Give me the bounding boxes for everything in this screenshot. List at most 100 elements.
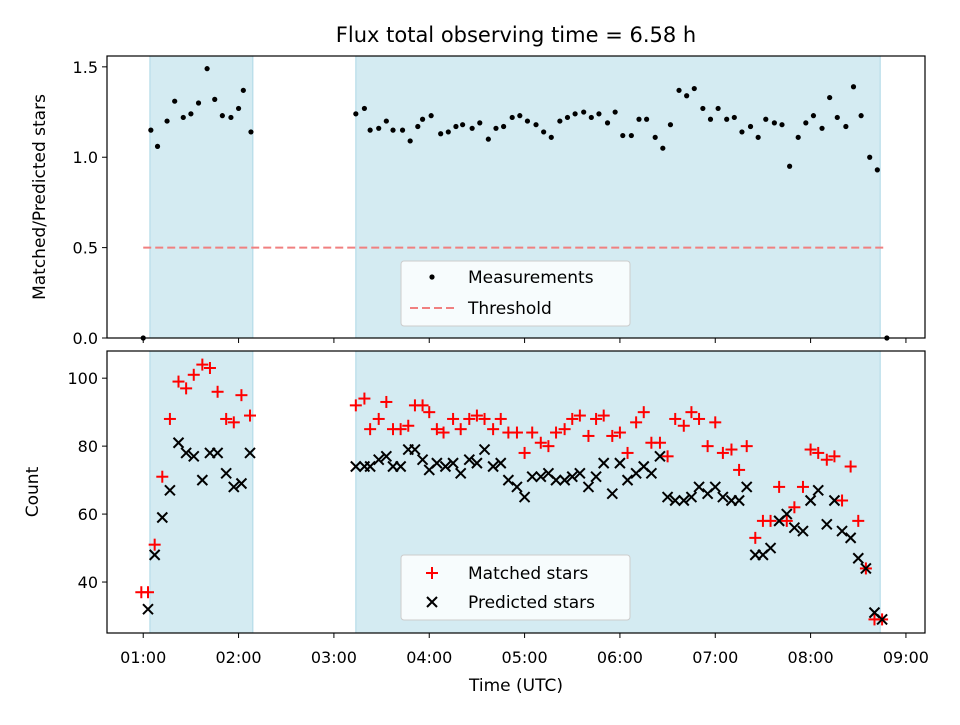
x-b	[685, 491, 698, 503]
measurement-point	[684, 93, 690, 99]
matched-star-point	[740, 440, 753, 453]
matched-star-point	[788, 501, 801, 514]
measurement-point	[428, 113, 434, 119]
measurement-point	[445, 129, 451, 135]
measurement-point	[604, 120, 611, 126]
legend-predicted-label: Predicted stars	[468, 593, 595, 613]
top-legend-box	[400, 260, 631, 327]
predicted-star-point	[180, 447, 192, 459]
measurement-point	[195, 100, 202, 106]
x-b	[741, 481, 753, 493]
matched-star-point	[836, 494, 849, 507]
predicted-star-point	[654, 450, 666, 463]
x-b	[394, 460, 407, 473]
matched-star-point	[220, 412, 233, 425]
x-b	[535, 471, 547, 483]
matched-star-point	[227, 416, 240, 429]
matched-star-point	[804, 443, 817, 456]
matched-star-point	[494, 412, 507, 425]
top-y-tick-label: 1.0	[73, 148, 98, 167]
measurement-point	[212, 96, 218, 102]
matched-star-point	[163, 412, 176, 425]
x-b	[364, 460, 376, 473]
x-b	[471, 457, 483, 469]
matched-star-point	[621, 446, 634, 459]
predicted-star-point	[164, 484, 176, 497]
bottom-y-tick-label: 80	[78, 437, 98, 456]
top-legend: Measurements Threshold	[400, 260, 631, 327]
x-b	[439, 460, 452, 473]
legend-matched-marker	[426, 567, 438, 579]
matched-star-point	[430, 423, 443, 436]
predicted-star-point	[142, 603, 154, 615]
measurement-point	[509, 114, 515, 121]
x-tick-label: 05:00	[502, 648, 548, 667]
matched-star-point	[780, 514, 793, 527]
measurement-point	[787, 163, 793, 169]
measurement-point	[501, 123, 507, 130]
matched-star-point	[454, 423, 467, 436]
x-b	[550, 474, 562, 486]
x-tick-label: 03:00	[311, 648, 357, 667]
predicted-star-point	[812, 484, 824, 497]
x-b	[558, 474, 571, 486]
matched-star-point	[844, 460, 857, 473]
x-b	[431, 457, 443, 469]
matched-star-point	[661, 450, 674, 463]
x-b	[828, 494, 841, 507]
matched-star-point	[812, 446, 825, 459]
matched-star-point	[526, 426, 539, 439]
legend-measurements-marker	[429, 274, 435, 280]
legend-matched-label: Matched stars	[468, 564, 588, 584]
predicted-star-point	[582, 481, 595, 493]
x-b	[495, 457, 507, 469]
predicted-star-point	[511, 481, 523, 493]
matched-star-point	[423, 406, 436, 419]
measurement-point	[867, 154, 873, 160]
x-b	[709, 481, 721, 493]
bottom-y-tick-label: 60	[78, 505, 98, 524]
measurement-point	[533, 122, 539, 128]
shaded-interval	[149, 55, 254, 339]
matched-star-point	[510, 426, 523, 439]
measurement-point	[763, 116, 769, 122]
predicted-star-point	[463, 454, 475, 466]
top-panel: 0.0 0.5 1.0 1.5 Matched/Predicted stars Mea…	[30, 55, 926, 348]
measurement-point	[485, 136, 491, 142]
predicted-star-point	[764, 542, 777, 554]
predicted-star-point	[535, 471, 547, 483]
matched-star-point	[725, 443, 738, 456]
measurement-point	[731, 114, 737, 121]
matched-star-point	[606, 429, 619, 442]
measurement-point	[415, 123, 421, 130]
measurement-point	[620, 132, 626, 139]
x-b	[542, 467, 555, 480]
chart-title: Flux total observing time = 6.58 h	[336, 23, 696, 47]
bottom-legend: Matched stars Predicted stars	[400, 554, 631, 621]
x-b	[788, 521, 801, 534]
x-b	[172, 437, 185, 449]
predicted-star-point	[188, 450, 200, 463]
measurement-point	[154, 143, 161, 149]
measurement-point	[493, 125, 499, 131]
x-b	[574, 467, 586, 480]
x-b	[142, 603, 154, 615]
predicted-star-point	[788, 521, 801, 534]
measurement-point	[248, 129, 254, 135]
measurement-point	[557, 118, 563, 124]
measurement-point	[204, 66, 210, 72]
x-b	[844, 532, 857, 544]
predicted-star-point	[172, 437, 185, 449]
predicted-star-point	[709, 481, 721, 493]
x-axis-label: Time (UTC)	[468, 676, 563, 696]
measurement-point	[715, 105, 721, 112]
measurement-point	[779, 122, 785, 128]
predicted-star-point	[804, 494, 817, 507]
matched-star-point	[156, 470, 169, 483]
legend-threshold-label: Threshold	[467, 299, 552, 319]
measurement-point	[596, 111, 602, 117]
measurement-point	[407, 138, 413, 144]
x-b	[502, 474, 515, 486]
predicted-star-point	[781, 508, 793, 520]
predicted-star-point	[852, 552, 864, 564]
